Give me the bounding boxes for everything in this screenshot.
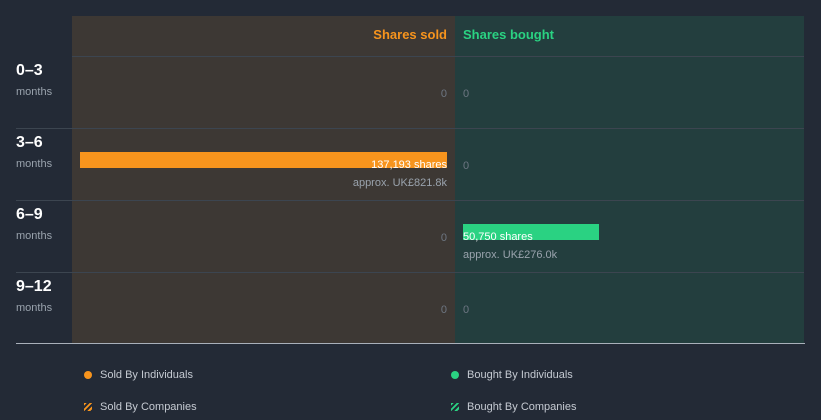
row-sublabel: months [16,86,53,98]
bar-sold [80,152,447,168]
row-divider [16,128,804,129]
bought-approx-value: approx. UK£276.0k [463,249,558,261]
header-divider [72,56,804,57]
sold-panel [72,16,455,343]
header-shares-bought: Shares bought [463,27,555,42]
bar-bought [463,224,599,240]
header-shares-sold: Shares sold [373,27,447,42]
bought-panel [455,16,804,343]
row-sublabel: months [16,230,53,242]
legend-label: Sold By Individuals [100,369,193,381]
baseline [16,343,805,344]
bought-zero-value: 0 [463,88,470,100]
row-label: 6–9 [16,206,43,223]
legend-label: Bought By Individuals [467,369,573,381]
sold-zero-value: 0 [440,88,447,100]
row-label: 9–12 [16,278,52,295]
legend-hatch-icon [451,403,459,411]
bought-shares-value: 50,750 shares [463,231,533,243]
sold-shares-value: 137,193 shares [371,159,447,171]
bought-zero-value: 0 [463,160,470,172]
legend-label: Bought By Companies [467,401,577,413]
sold-zero-value: 0 [440,232,447,244]
row-divider [16,200,804,201]
row-label: 0–3 [16,62,43,79]
legend-label: Sold By Companies [100,401,197,413]
row-divider [16,272,804,273]
sold-zero-value: 0 [440,304,447,316]
legend-dot-icon [84,371,92,379]
legend-dot-icon [451,371,459,379]
bought-zero-value: 0 [463,304,470,316]
row-label: 3–6 [16,134,43,151]
row-sublabel: months [16,158,53,170]
sold-approx-value: approx. UK£821.8k [352,177,447,189]
legend-hatch-icon [84,403,92,411]
row-sublabel: months [16,302,53,314]
